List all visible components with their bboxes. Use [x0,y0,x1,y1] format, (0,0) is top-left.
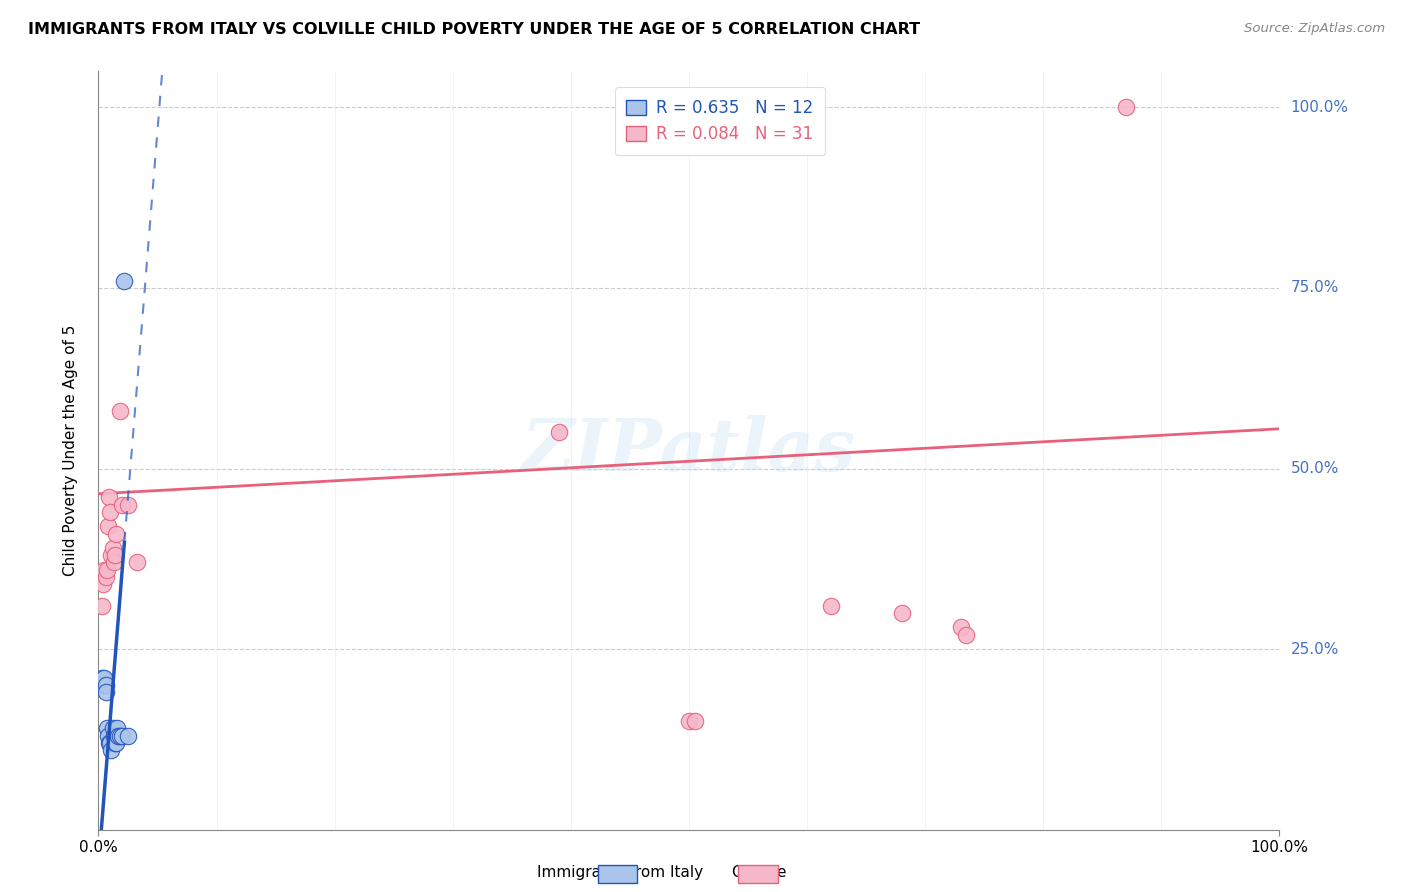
Point [107,729,129,743]
Point [890,606,912,620]
Point [104,548,127,562]
Point [97,519,120,533]
Point [103,555,125,569]
Point [98,736,121,750]
Point [105,526,128,541]
Point [96,722,118,736]
Point [108,729,131,743]
Point [104,736,127,750]
Point [100,548,122,562]
Text: ZIPatlas: ZIPatlas [522,415,856,486]
Point [98,491,121,505]
Text: Colville: Colville [731,865,786,880]
Point [93,563,115,577]
Point [683,714,706,729]
Point [111,498,134,512]
Text: 50.0%: 50.0% [1291,461,1339,476]
Point [117,498,139,512]
Y-axis label: Child Poverty Under the Age of 5: Child Poverty Under the Age of 5 [63,325,77,576]
Point [548,425,571,440]
Text: IMMIGRANTS FROM ITALY VS COLVILLE CHILD POVERTY UNDER THE AGE OF 5 CORRELATION C: IMMIGRANTS FROM ITALY VS COLVILLE CHILD … [28,22,921,37]
Point [105,722,128,736]
Point [103,729,125,743]
Legend: R = 0.635   N = 12, R = 0.084   N = 31: R = 0.635 N = 12, R = 0.084 N = 31 [614,87,825,155]
Point [97,729,120,743]
Point [91,577,114,591]
Point [1115,100,1137,114]
Point [98,505,121,519]
Point [105,736,128,750]
Point [91,599,114,613]
Point [111,729,134,743]
Point [949,620,972,634]
Point [91,678,114,692]
Point [100,743,122,757]
Point [678,714,700,729]
Point [94,570,117,584]
Point [101,722,124,736]
Point [94,678,117,692]
Point [94,685,117,699]
Text: 25.0%: 25.0% [1291,641,1339,657]
Point [127,555,149,569]
Point [955,627,977,641]
Point [117,729,139,743]
Point [820,599,842,613]
Point [91,671,114,685]
Point [108,403,131,417]
Text: Immigrants from Italy: Immigrants from Italy [537,865,703,880]
Point [93,671,115,685]
Text: 75.0%: 75.0% [1291,280,1339,295]
Point [101,541,124,555]
Text: 100.0%: 100.0% [1291,100,1348,115]
Text: Source: ZipAtlas.com: Source: ZipAtlas.com [1244,22,1385,36]
Point [112,274,135,288]
Point [98,736,121,750]
Point [96,563,118,577]
